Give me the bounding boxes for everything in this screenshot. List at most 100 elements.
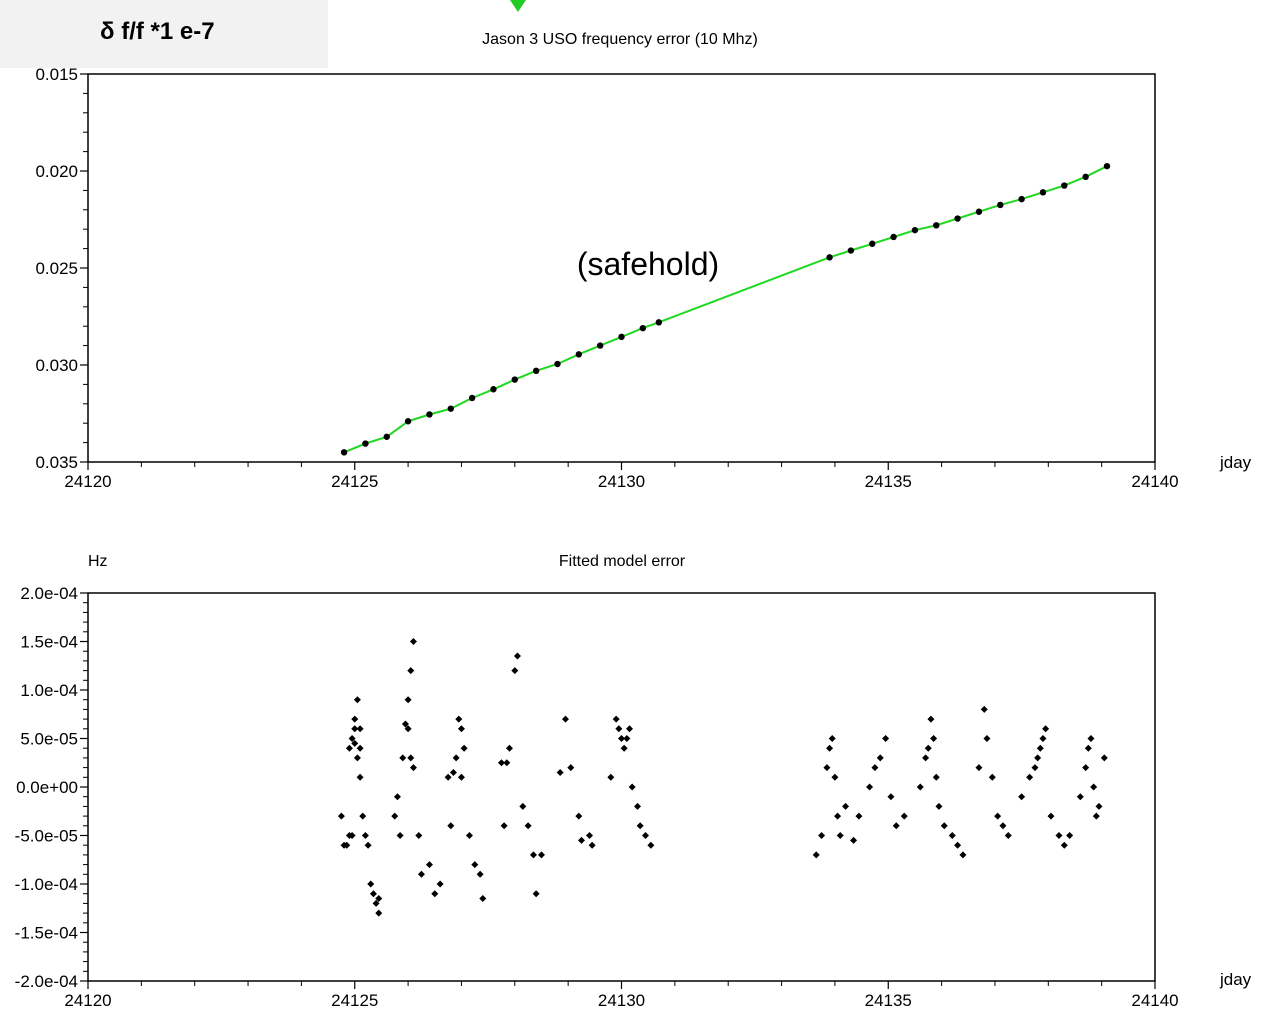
y-axis: 0.015 0.020 0.025 0.030 0.035 [35,65,88,472]
data-point [567,764,575,772]
data-point [513,652,521,660]
data-point [628,783,636,791]
x-axis-label: jday [1219,453,1252,472]
y-tick-label: 0.015 [35,65,78,84]
data-point [818,832,826,839]
data-point [465,832,473,839]
series-group [340,162,1111,456]
x-tick-label: 24120 [64,991,111,1009]
y-tick-label: 0.0e+00 [16,778,78,797]
data-point [626,725,634,733]
data-point [460,744,468,752]
data-point [1061,182,1068,189]
y-tick-label: -1.0e-04 [15,875,78,894]
data-point [1082,173,1089,181]
x-axis: 24120 24125 24130 24135 24140 [64,462,1179,491]
data-point [1018,793,1026,801]
data-point [834,812,842,820]
data-point [361,832,369,839]
y-tick-label: 1.5e-04 [20,633,78,652]
data-point [452,754,460,762]
data-point [639,324,647,332]
data-point [823,764,831,772]
data-point [532,890,540,898]
data-point [812,851,820,859]
data-point [994,812,1002,820]
data-point [826,744,834,752]
data-point [500,822,508,830]
y-tick-label: -5.0e-05 [15,827,78,846]
data-point [577,836,585,844]
data-point [1047,812,1055,820]
data-point [519,802,527,810]
data-point [444,773,452,781]
data-point [457,725,465,733]
data-point [1036,744,1044,752]
data-point [1076,793,1084,801]
data-point [375,895,383,903]
data-point [607,773,615,781]
data-point [524,822,532,830]
data-point [1060,841,1068,849]
data-point [449,768,457,776]
data-point [642,832,650,839]
y-tick-label: 0.020 [35,162,78,181]
data-point [588,841,596,849]
data-point [847,247,855,254]
data-point [353,696,361,704]
data-point [1100,754,1108,762]
data-point [468,394,476,402]
data-point [836,832,844,839]
data-point [1039,189,1047,196]
x-tick-label: 24140 [1131,991,1178,1009]
data-point [471,861,479,869]
data-point [409,764,417,772]
y-axis-label: Hz [88,553,108,570]
data-point [1042,725,1050,733]
y-axis: 2.0e-04 1.5e-04 1.0e-04 5.0e-05 0.0e+00 -5.0e… [15,584,88,991]
data-point [457,773,465,781]
data-point [375,909,383,917]
data-point [351,725,359,733]
data-point [940,822,948,830]
data-point [490,386,497,393]
series-line [343,165,1108,454]
data-point [1092,812,1100,820]
data-point [596,342,604,349]
data-point [924,744,932,752]
data-point [404,725,412,733]
data-point [369,890,377,898]
data-point [1026,773,1034,781]
data-point [988,773,996,781]
y-tick-label: 5.0e-05 [20,730,78,749]
data-point [831,773,839,781]
data-point [871,764,879,772]
data-point [999,822,1007,830]
data-point [356,744,364,752]
chart-title: Fitted model error [559,553,686,570]
x-axis: 24120 24125 24130 24135 24140 [64,981,1179,1009]
data-point [615,725,623,733]
data-point [922,754,930,762]
data-point [916,783,924,791]
data-point [887,793,895,801]
data-point [623,735,631,742]
data-point [618,735,625,742]
header-label: δ f/f *1 e-7 [0,0,328,68]
data-point [959,851,967,859]
x-tick-label: 24135 [865,991,912,1009]
y-tick-label: 1.0e-04 [20,681,78,700]
data-point [954,215,961,222]
data-point [356,773,364,781]
data-point [997,201,1004,209]
data-point [554,360,561,368]
data-point [612,715,620,723]
data-point [343,841,351,849]
data-point [1039,735,1047,742]
data-point [401,720,409,728]
data-point [348,832,356,839]
data-point [364,841,372,849]
data-point [1004,832,1012,839]
x-axis-label: jday [1219,970,1252,989]
